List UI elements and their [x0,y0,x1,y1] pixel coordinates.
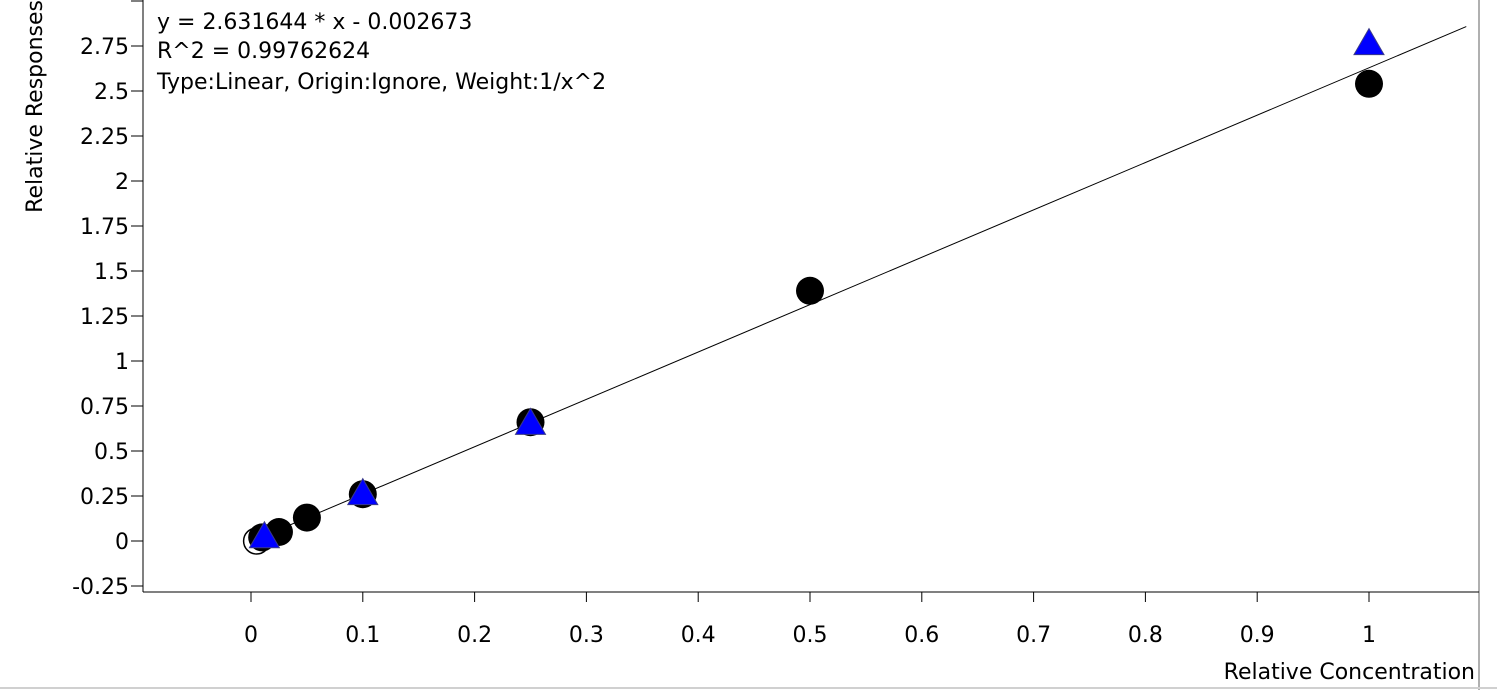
data-point-triangle [346,477,379,506]
x-axis-title: Relative Concentration [1224,660,1475,685]
y-tick-label: 2 [115,170,129,195]
y-tick-label: 0 [115,530,129,555]
y-tick-label: 1.75 [80,215,129,240]
y-tick-label: -0.25 [72,575,129,600]
x-tick-label: 0.4 [681,623,716,648]
regression-line [250,26,1467,542]
x-tick-label: 0.9 [1240,623,1275,648]
x-tick-label: 0.1 [345,623,380,648]
x-tick-label: 0.3 [569,623,604,648]
data-point-circle [1355,69,1383,98]
x-tick-label: 0.5 [793,623,828,648]
y-tick-label: 0.75 [80,395,129,420]
y-tick-label: 0.25 [80,485,129,510]
y-tick-label: 2.75 [80,35,129,60]
x-tick-label: 0.2 [457,623,492,648]
y-axis: -0.25 0 0.25 0.5 0.75 1 1.25 1.5 1.75 2 2.25 2.5 2.7… [72,0,144,600]
y-tick-label: 1 [115,350,129,375]
x-tick-label: 1 [1362,623,1376,648]
data-points [242,27,1385,555]
data-point-triangle [514,407,547,435]
y-tick-label: 1.25 [80,305,129,330]
data-point-circle [292,503,321,532]
data-point-circle [796,276,824,305]
y-tick-label: 1.5 [94,260,129,285]
x-tick-label: 0.7 [1016,623,1051,648]
data-point-triangle [248,520,281,549]
fit-r-squared: R^2 = 0.99762624 [157,39,370,64]
fit-equation: y = 2.631644 * x - 0.002673 [157,10,472,35]
data-point-triangle [1353,27,1385,56]
x-tick-label: 0.8 [1128,623,1163,648]
y-tick-label: 0.5 [94,440,129,465]
x-tick-label: 0 [244,623,258,648]
x-axis: 0 0.1 0.2 0.3 0.4 0.5 0.6 0.7 0.8 0.9 1 [143,591,1479,648]
fit-line-group [250,26,1467,542]
fit-type-info: Type:Linear, Origin:Ignore, Weight:1/x^2 [156,70,606,95]
y-axis-title: Relative Responses [23,0,48,213]
x-tick-label: 0.6 [904,623,939,648]
fit-annotations: y = 2.631644 * x - 0.002673 R^2 = 0.9976… [156,10,606,95]
y-tick-label: 2.25 [80,125,129,150]
y-tick-label: 2.5 [94,80,129,105]
